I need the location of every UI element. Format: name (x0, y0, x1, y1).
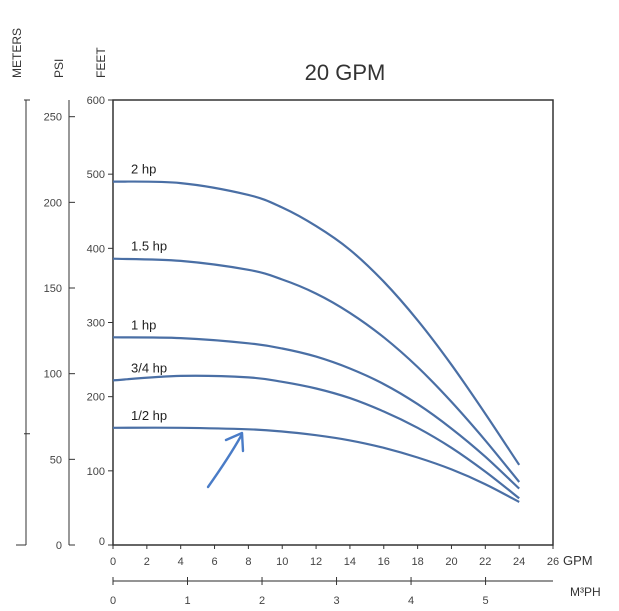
meters-axis-label: METERS (10, 28, 24, 78)
feet-tick-label: 0 (99, 536, 105, 548)
m3ph-axis-label: M³PH (570, 585, 601, 599)
m3ph-ticks: 0 1 2 3 4 5 (110, 577, 489, 607)
series-labels: 2 hp 1.5 hp 1 hp 3/4 hp 1/2 hp (131, 162, 167, 423)
gpm-tick-label: 16 (378, 556, 390, 568)
feet-tick-label: 100 (87, 466, 105, 478)
gpm-tick-label: 12 (310, 556, 322, 568)
gpm-tick-label: 8 (245, 556, 251, 568)
psi-axis-label: PSI (52, 59, 66, 78)
gpm-tick-label: 14 (344, 556, 356, 568)
feet-tick-label: 300 (87, 318, 105, 330)
feet-tick-label: 600 (87, 95, 105, 107)
gpm-tick-label: 6 (211, 556, 217, 568)
feet-axis-label: FEET (94, 47, 108, 78)
feet-tick-label: 500 (87, 169, 105, 181)
gpm-tick-label: 10 (276, 556, 288, 568)
gpm-tick-label: 26 (547, 556, 559, 568)
series-line (112, 180, 521, 466)
series-line (112, 257, 521, 483)
series-line (112, 336, 520, 490)
series-line (112, 374, 520, 500)
psi-tick-label: 200 (44, 197, 62, 209)
psi-tick-label: 250 (44, 112, 62, 124)
series-label: 2 hp (131, 162, 156, 177)
psi-tick-label: 150 (44, 283, 62, 295)
feet-tick-label: 400 (87, 243, 105, 255)
gpm-tick-label: 20 (445, 556, 457, 568)
feet-tick-label: 200 (87, 392, 105, 404)
chart-title: 20 GPM (305, 60, 386, 85)
series-label: 1.5 hp (131, 239, 167, 254)
series-lines (112, 180, 521, 503)
psi-tick-label: 50 (50, 454, 62, 466)
gpm-tick-label: 4 (178, 556, 184, 568)
gpm-tick-label: 2 (144, 556, 150, 568)
m3ph-tick-label: 1 (184, 595, 190, 607)
series-label: 3/4 hp (131, 360, 167, 375)
m3ph-tick-label: 2 (259, 595, 265, 607)
m3ph-tick-label: 3 (333, 595, 339, 607)
gpm-axis-label: GPM (563, 553, 593, 568)
psi-ticks: 0 50 100 150 200 250 (16, 99, 75, 552)
gpm-ticks: 0 2 4 6 8 10 12 14 16 18 20 22 24 26 (110, 545, 559, 568)
psi-tick-label: 100 (44, 369, 62, 381)
series-label: 1 hp (131, 317, 156, 332)
feet-ticks: 0 100 200 300 400 500 600 (87, 95, 113, 548)
m3ph-tick-label: 5 (482, 595, 488, 607)
series-label: 1/2 hp (131, 408, 167, 423)
m3ph-tick-label: 4 (408, 595, 414, 607)
hand-drawn-arrow-icon (206, 431, 245, 489)
gpm-tick-label: 0 (110, 556, 116, 568)
plot-frame (112, 99, 554, 546)
psi-tick-label: 0 (56, 540, 62, 552)
gpm-tick-label: 18 (411, 556, 423, 568)
gpm-tick-label: 22 (479, 556, 491, 568)
m3ph-tick-label: 0 (110, 595, 116, 607)
series-line (112, 426, 520, 503)
gpm-tick-label: 24 (513, 556, 525, 568)
